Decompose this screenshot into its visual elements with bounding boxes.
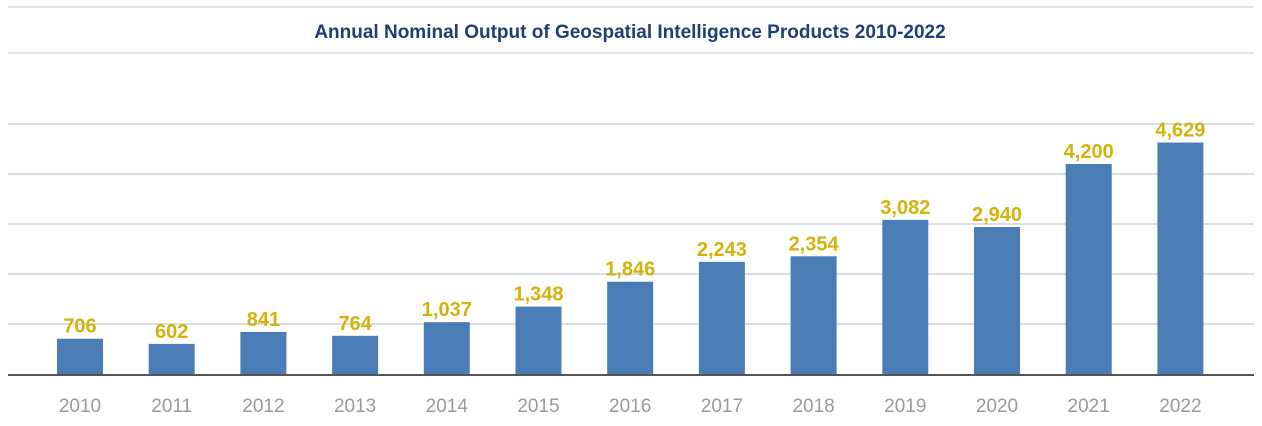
chart-title: Annual Nominal Output of Geospatial Inte… (314, 22, 945, 43)
bar-2020 (974, 227, 1020, 374)
bar-2013 (332, 335, 379, 374)
bar-2010 (57, 338, 103, 374)
value-label-2020: 2,940 (972, 204, 1022, 226)
x-tick-2010: 2010 (59, 396, 101, 417)
x-tick-2021: 2021 (1068, 396, 1110, 417)
x-tick-2020: 2020 (976, 396, 1018, 417)
x-tick-2014: 2014 (426, 396, 469, 417)
x-tick-2018: 2018 (792, 396, 834, 417)
value-label-2012: 841 (247, 309, 280, 331)
x-tick-2015: 2015 (517, 396, 559, 417)
x-tick-2011: 2011 (151, 396, 192, 417)
bar-2019 (882, 219, 929, 374)
x-tick-labels: 2010 2011 2012 2013 2014 2015 2016 2017 2018 2019… (59, 396, 1202, 417)
value-label-2021: 4,200 (1064, 141, 1114, 163)
value-label-2017: 2,243 (697, 239, 747, 261)
bar-2021 (1065, 164, 1112, 374)
bar-2017 (698, 261, 745, 374)
value-label-2015: 1,348 (513, 284, 563, 306)
value-labels: 706 602 841 764 1,037 1,348 1,846 2,243 2,354 3,0… (63, 120, 1205, 343)
value-label-2016: 1,846 (605, 259, 655, 281)
x-tick-2013: 2013 (334, 396, 376, 417)
bar-2011 (148, 343, 195, 374)
x-tick-2022: 2022 (1159, 396, 1201, 417)
bar-2022 (1157, 142, 1204, 374)
bar-2015 (515, 306, 562, 374)
x-tick-2017: 2017 (701, 396, 743, 417)
bar-2016 (607, 281, 654, 374)
value-label-2013: 764 (338, 313, 372, 335)
x-tick-2012: 2012 (242, 396, 284, 417)
value-label-2019: 3,082 (880, 197, 930, 219)
value-label-2011: 602 (155, 321, 188, 343)
value-label-2022: 4,629 (1155, 120, 1205, 142)
bar-2012 (240, 331, 287, 374)
bar-2014 (423, 322, 470, 374)
value-label-2014: 1,037 (422, 299, 472, 321)
bars (57, 142, 1204, 374)
value-label-2018: 2,354 (789, 233, 840, 255)
bar-2018 (790, 256, 837, 374)
x-tick-2019: 2019 (884, 396, 926, 417)
x-tick-2016: 2016 (609, 396, 651, 417)
value-label-2010: 706 (63, 316, 96, 338)
